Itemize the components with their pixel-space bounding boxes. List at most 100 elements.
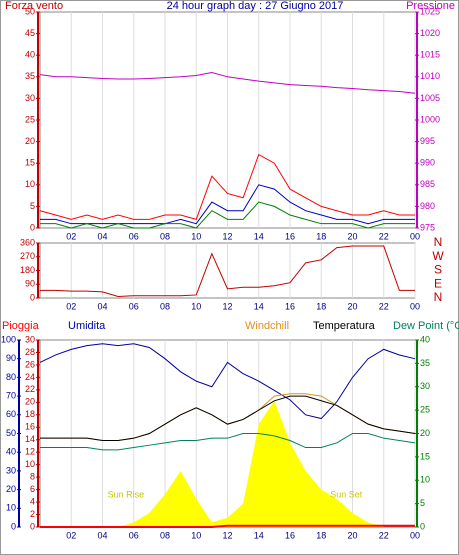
y-tick-label: 10	[25, 459, 35, 469]
line	[40, 433, 416, 451]
y-tick-label: 10	[420, 475, 430, 485]
legend-entry: Dew Point (°C	[393, 320, 459, 332]
y-tick-label: 995	[420, 136, 435, 146]
y-tick-label: 30	[420, 381, 430, 391]
y-tick-label: 20	[25, 397, 35, 407]
line	[39, 71, 416, 94]
y-tick-label: 40	[420, 334, 430, 344]
y-tick-label: 1010	[420, 71, 440, 81]
x-tick-label: 00	[410, 231, 420, 241]
direction-label: N	[434, 235, 443, 249]
y-tick-label: 40	[6, 447, 16, 457]
y-tick-label: 28	[25, 347, 35, 357]
y-tick-label: 980	[420, 201, 435, 211]
y-tick-label: 22	[25, 384, 35, 394]
y-tick-label: 70	[6, 390, 16, 400]
annotation: Sun Set	[330, 489, 363, 499]
y-tick-label: 26	[25, 359, 35, 369]
direction-label: W	[432, 249, 444, 263]
y-tick-label: 14	[25, 434, 35, 444]
x-tick-label: 00	[410, 530, 420, 540]
y-tick-label: 12	[25, 447, 35, 457]
x-tick-label: 02	[66, 301, 76, 311]
y-tick-label: 20	[6, 484, 16, 494]
y-tick-label: 8	[30, 472, 35, 482]
y-tick-label: 5	[30, 201, 35, 211]
x-tick-label: 10	[191, 231, 201, 241]
y-tick-label: 15	[420, 451, 430, 461]
direction-label: E	[434, 276, 442, 290]
y-tick-label: 0	[30, 292, 35, 302]
y-tick-label: 15	[25, 158, 35, 168]
y-tick-label: 0	[11, 521, 16, 531]
x-tick-label: 20	[347, 301, 357, 311]
y-tick-label: 4	[30, 496, 35, 506]
x-tick-label: 22	[379, 231, 389, 241]
line	[39, 343, 416, 420]
x-tick-label: 14	[254, 301, 264, 311]
y-tick-label: 1000	[420, 114, 440, 124]
x-tick-label: 04	[97, 530, 107, 540]
line	[39, 153, 415, 220]
x-tick-label: 16	[285, 301, 295, 311]
y-tick-label: 25	[420, 405, 430, 415]
y-tick-label: 180	[20, 265, 35, 275]
y-tick-label: 990	[420, 158, 435, 168]
x-tick-label: 20	[347, 530, 357, 540]
y-tick-label: 20	[420, 428, 430, 438]
y-tick-label: 90	[25, 279, 35, 289]
y-tick-label: 1015	[420, 50, 440, 60]
x-tick-label: 00	[410, 301, 420, 311]
line	[40, 184, 415, 225]
x-tick-label: 14	[254, 231, 264, 241]
x-tick-label: 06	[129, 301, 139, 311]
annotation: Sun Rise	[108, 489, 145, 499]
line	[40, 245, 415, 297]
y-tick-label: 2	[30, 509, 35, 519]
y-tick-label: 60	[6, 409, 16, 419]
legend-entry: Pioggia	[2, 320, 40, 332]
x-tick-label: 12	[222, 231, 232, 241]
line	[40, 524, 415, 528]
y-tick-label: 18	[25, 409, 35, 419]
y-tick-label: 100	[1, 334, 16, 344]
legend-entry: Umidita	[68, 320, 106, 332]
line	[40, 201, 415, 229]
x-tick-label: 22	[379, 530, 389, 540]
pressure-label: Pressione	[406, 0, 455, 12]
y-tick-label: 30	[6, 465, 16, 475]
x-tick-label: 02	[66, 530, 76, 540]
y-tick-label: 975	[420, 222, 435, 232]
x-tick-label: 04	[97, 301, 107, 311]
title: 24 hour graph day : 27 Giugno 2017	[167, 0, 344, 12]
y-tick-label: 24	[25, 372, 35, 382]
x-tick-label: 20	[347, 231, 357, 241]
x-tick-label: 18	[316, 301, 326, 311]
y-tick-label: 35	[420, 358, 430, 368]
x-tick-label: 08	[160, 301, 170, 311]
y-tick-label: 10	[6, 503, 16, 513]
wind-label: Forza vento	[5, 0, 63, 12]
direction-label: N	[434, 290, 443, 304]
x-tick-label: 18	[316, 530, 326, 540]
y-tick-label: 40	[25, 50, 35, 60]
y-tick-label: 30	[25, 334, 35, 344]
y-tick-label: 0	[30, 222, 35, 232]
legend-entry: Windchill	[245, 320, 289, 332]
y-tick-label: 45	[25, 28, 35, 38]
y-tick-label: 0	[420, 521, 425, 531]
x-tick-label: 04	[97, 231, 107, 241]
y-tick-label: 30	[25, 93, 35, 103]
y-tick-label: 35	[25, 71, 35, 81]
area	[40, 400, 415, 527]
line	[40, 395, 416, 442]
y-tick-label: 6	[30, 484, 35, 494]
x-tick-label: 14	[254, 530, 264, 540]
x-tick-label: 18	[316, 231, 326, 241]
x-tick-label: 10	[191, 301, 201, 311]
y-tick-label: 270	[20, 251, 35, 261]
x-tick-label: 08	[160, 231, 170, 241]
x-tick-label: 16	[285, 530, 295, 540]
x-tick-label: 12	[222, 301, 232, 311]
